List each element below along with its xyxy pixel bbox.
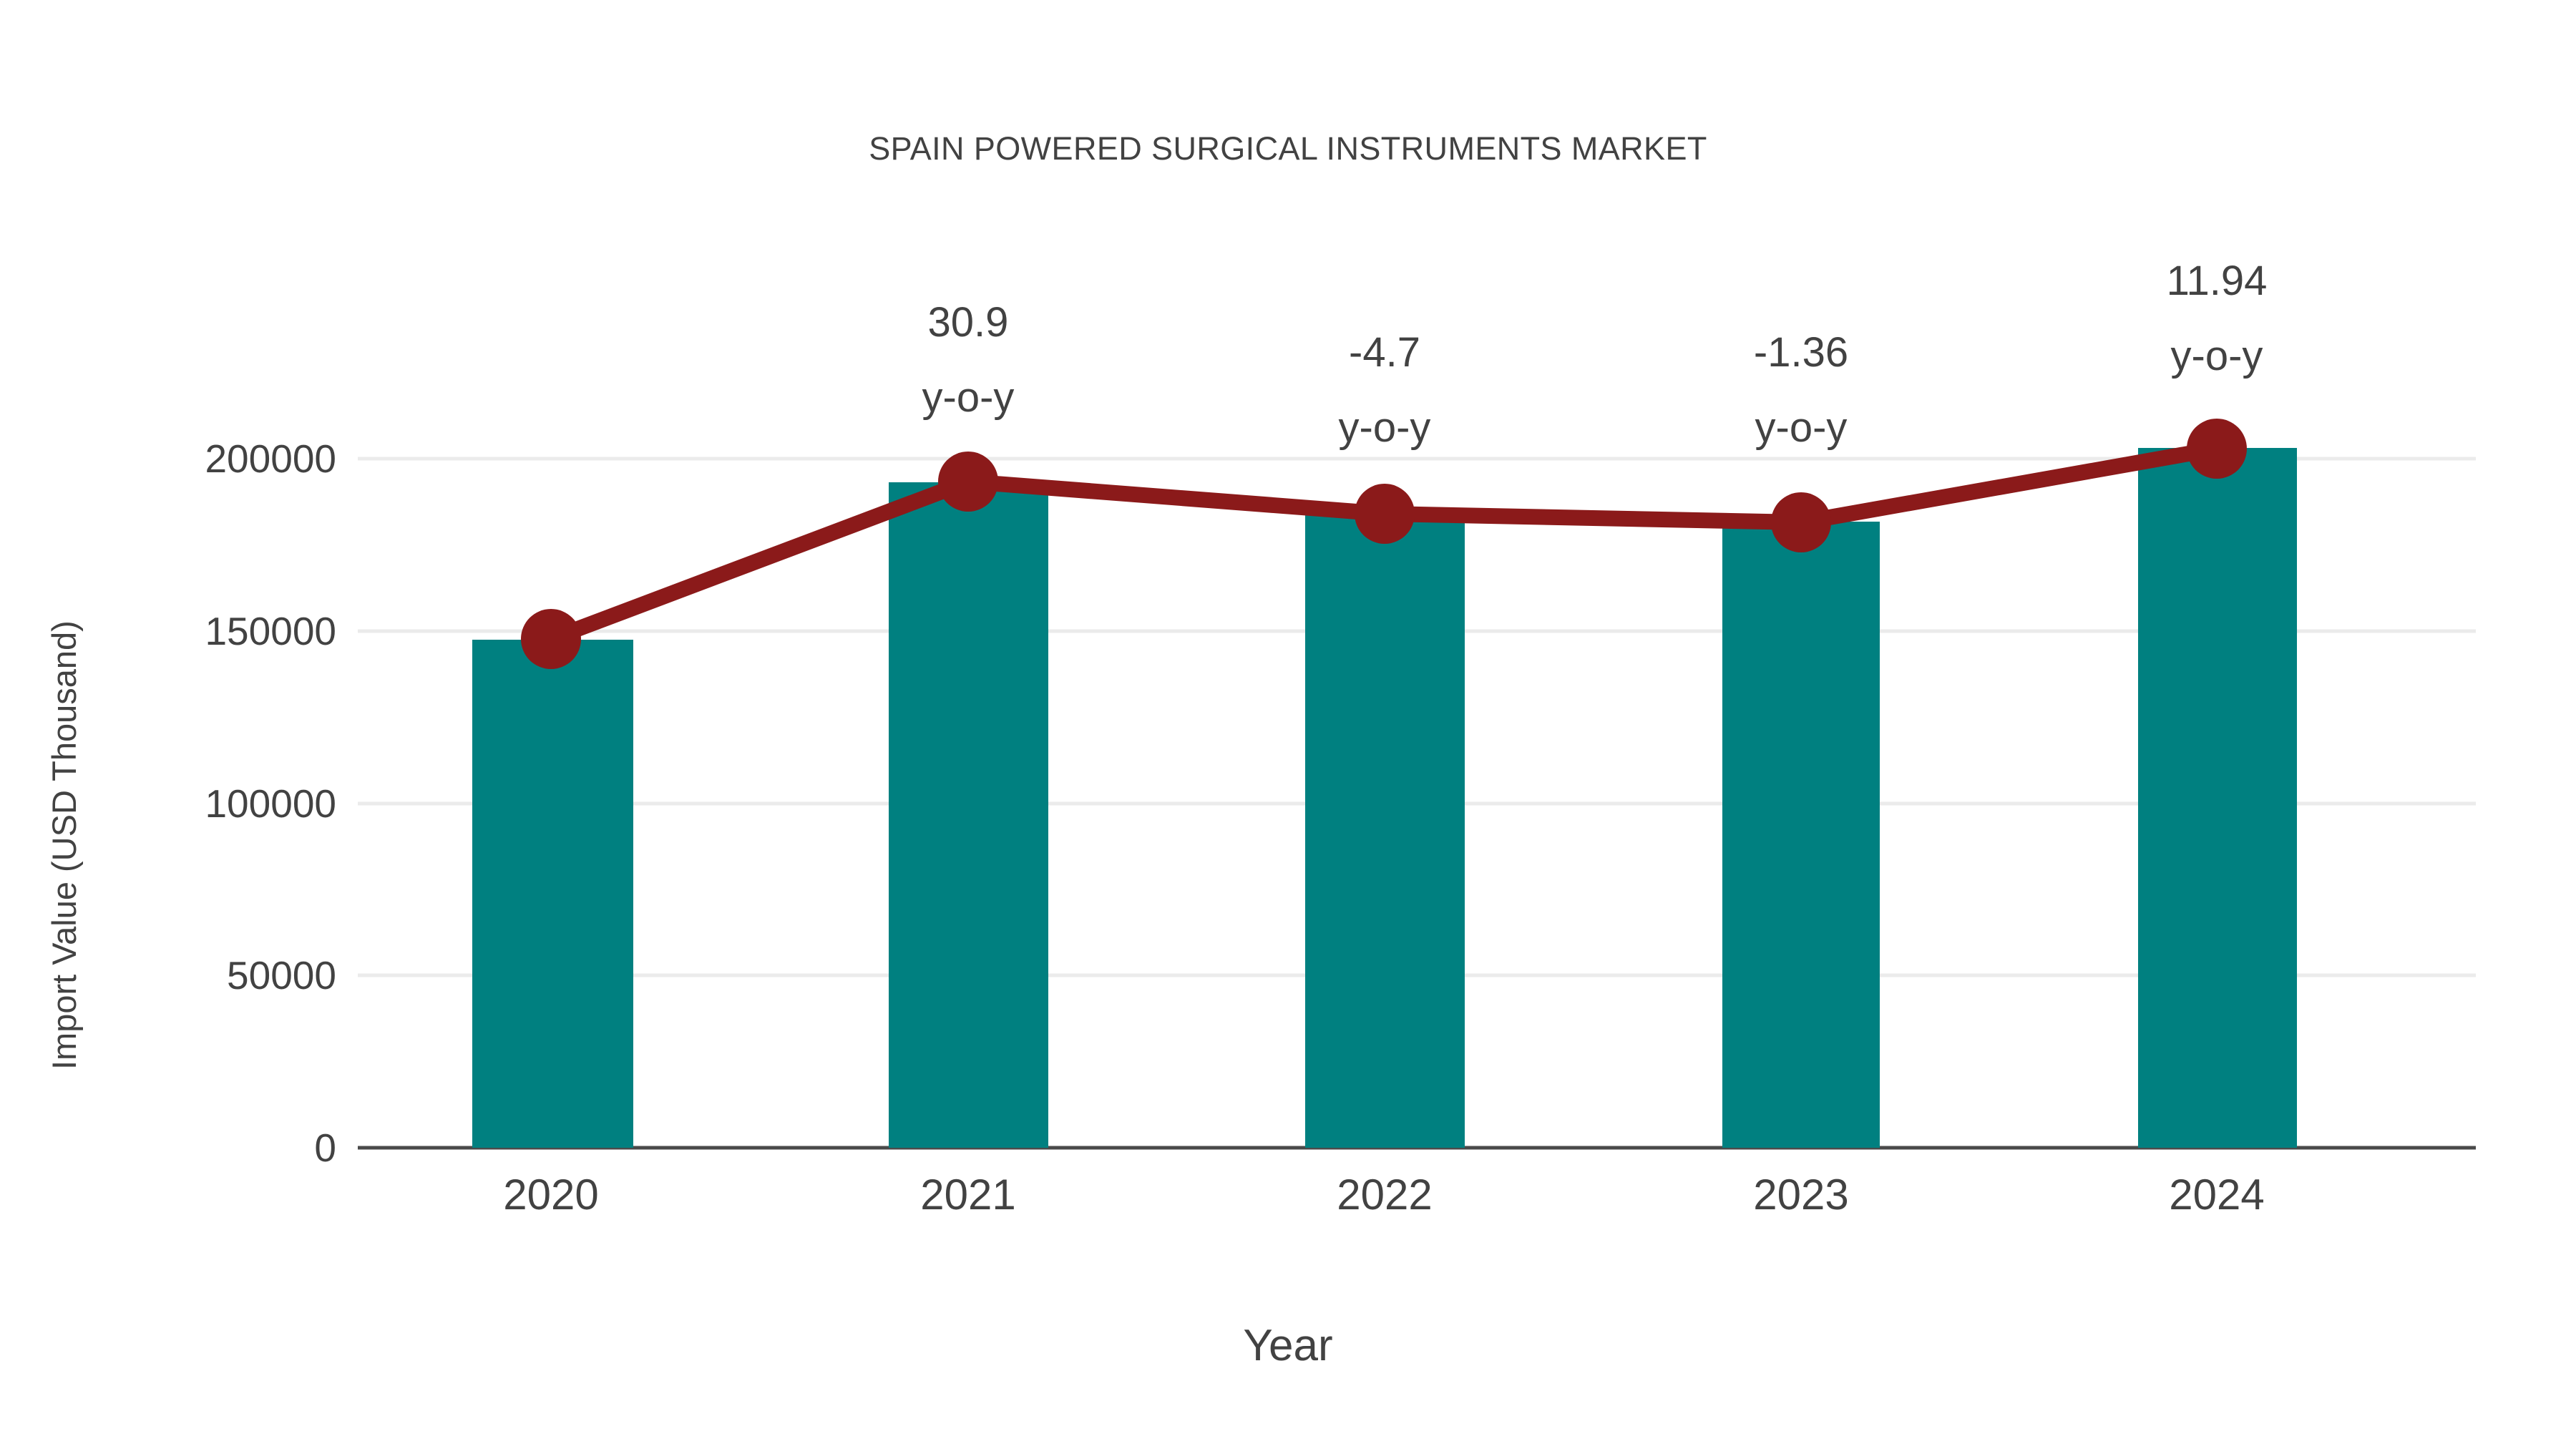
y-tick-label-150000: 150000 <box>205 609 336 653</box>
y-tick-label-200000: 200000 <box>205 436 336 481</box>
annotation-2023-suffix: y-o-y <box>1755 404 1848 451</box>
y-tick-label-50000: 50000 <box>227 953 336 997</box>
bar-2024[interactable] <box>2138 448 2297 1148</box>
y-tick-label-100000: 100000 <box>205 781 336 826</box>
marker-2020[interactable] <box>521 609 581 669</box>
marker-2022[interactable] <box>1355 484 1415 544</box>
x-axis-title: Year <box>1243 1321 1333 1370</box>
bar-2020[interactable] <box>472 640 633 1148</box>
annotation-2023-value: -1.36 <box>1754 329 1848 376</box>
trend-markers <box>521 419 2247 669</box>
yoy-annotations: 30.9 y-o-y -4.7 y-o-y -1.36 y-o-y 11.94 … <box>922 258 2268 451</box>
annotation-2021-suffix: y-o-y <box>922 374 1015 421</box>
bar-2021[interactable] <box>889 482 1048 1148</box>
marker-2024[interactable] <box>2187 419 2247 479</box>
annotation-2021-value: 30.9 <box>928 299 1009 346</box>
annotation-2022-suffix: y-o-y <box>1339 404 1431 451</box>
x-tick-label-2022: 2022 <box>1337 1171 1432 1219</box>
marker-2021[interactable] <box>938 452 998 512</box>
bar-2023[interactable] <box>1722 522 1880 1148</box>
x-tick-label-2020: 2020 <box>503 1171 598 1219</box>
x-tick-label-2021: 2021 <box>920 1171 1015 1219</box>
chart-title: SPAIN POWERED SURGICAL INSTRUMENTS MARKE… <box>869 130 1707 167</box>
x-tick-label-2024: 2024 <box>2169 1171 2264 1219</box>
annotation-2024-suffix: y-o-y <box>2171 333 2263 379</box>
marker-2023[interactable] <box>1771 492 1831 552</box>
x-tick-labels: 2020 2021 2022 2023 2024 <box>503 1171 2264 1219</box>
y-tick-label-0: 0 <box>314 1126 336 1170</box>
annotation-2024-value: 11.94 <box>2167 258 2268 304</box>
annotation-2022-value: -4.7 <box>1349 329 1420 376</box>
bar-2022[interactable] <box>1305 514 1465 1148</box>
y-tick-labels: 0 50000 100000 150000 200000 <box>205 436 336 1170</box>
x-tick-label-2023: 2023 <box>1753 1171 1848 1219</box>
bar-series <box>472 448 2297 1148</box>
